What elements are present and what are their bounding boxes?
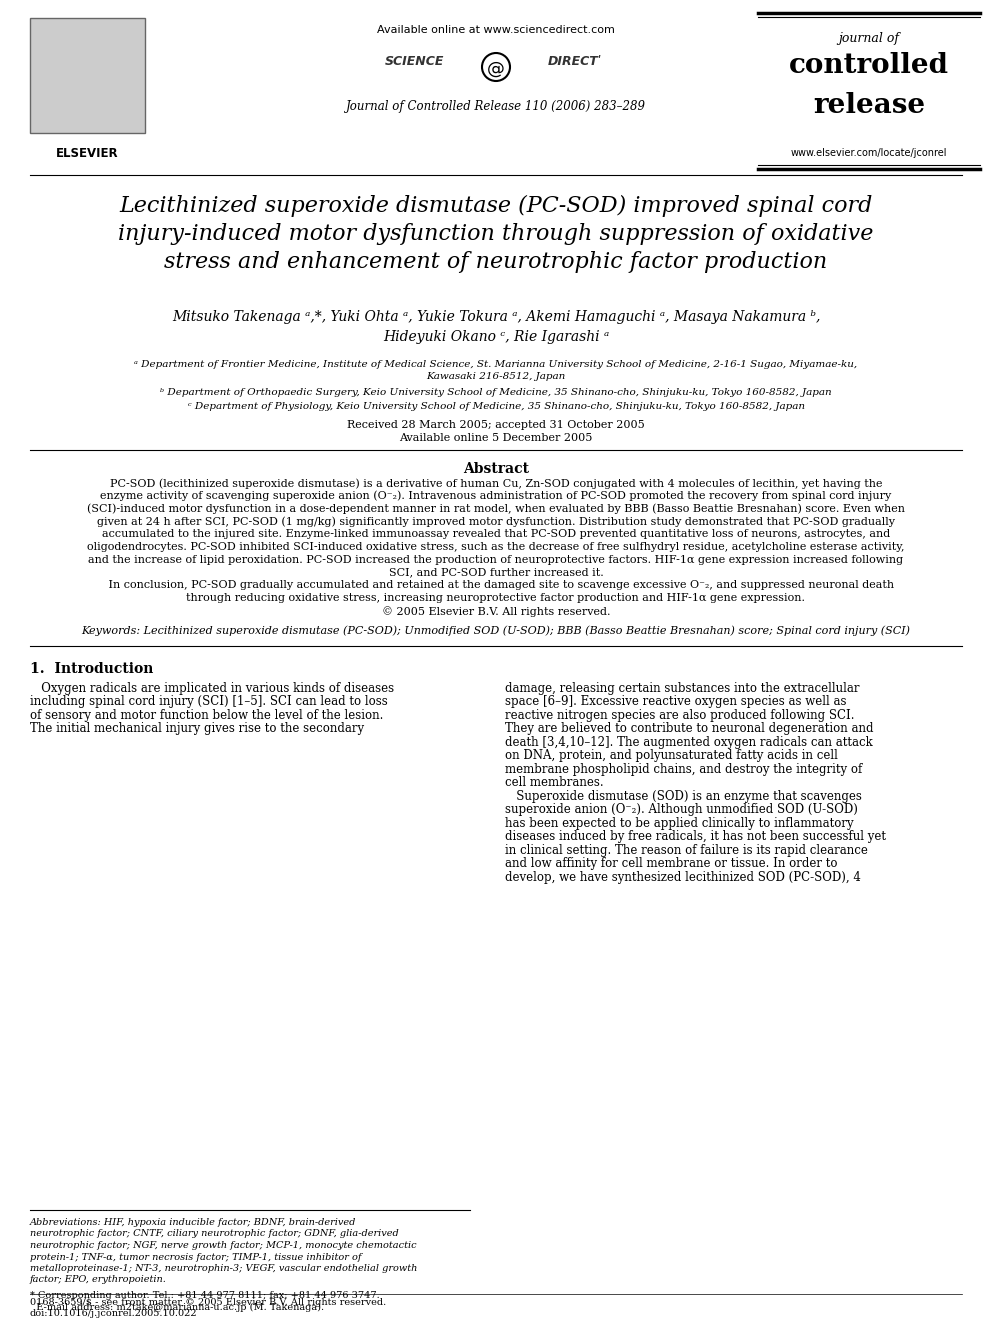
Text: death [3,4,10–12]. The augmented oxygen radicals can attack: death [3,4,10–12]. The augmented oxygen … xyxy=(505,736,873,749)
Text: Kawasaki 216-8512, Japan: Kawasaki 216-8512, Japan xyxy=(427,372,565,381)
Text: and the increase of lipid peroxidation. PC-SOD increased the production of neuro: and the increase of lipid peroxidation. … xyxy=(88,554,904,565)
Text: through reducing oxidative stress, increasing neuroprotective factor production : through reducing oxidative stress, incre… xyxy=(186,593,806,603)
Text: stress and enhancement of neurotrophic factor production: stress and enhancement of neurotrophic f… xyxy=(165,251,827,273)
FancyBboxPatch shape xyxy=(30,19,145,134)
Text: space [6–9]. Excessive reactive oxygen species as well as: space [6–9]. Excessive reactive oxygen s… xyxy=(505,696,846,708)
Text: damage, releasing certain substances into the extracellular: damage, releasing certain substances int… xyxy=(505,681,859,695)
Text: accumulated to the injured site. Enzyme-linked immunoassay revealed that PC-SOD : accumulated to the injured site. Enzyme-… xyxy=(102,529,890,540)
Text: membrane phospholipid chains, and destroy the integrity of: membrane phospholipid chains, and destro… xyxy=(505,763,862,775)
Text: www.elsevier.com/locate/jconrel: www.elsevier.com/locate/jconrel xyxy=(791,148,947,157)
Text: given at 24 h after SCI, PC-SOD (1 mg/kg) significantly improved motor dysfuncti: given at 24 h after SCI, PC-SOD (1 mg/kg… xyxy=(97,516,895,527)
Text: protein-1; TNF-α, tumor necrosis factor; TIMP-1, tissue inhibitor of: protein-1; TNF-α, tumor necrosis factor;… xyxy=(30,1253,361,1262)
Text: ELSEVIER: ELSEVIER xyxy=(56,147,118,160)
Text: In conclusion, PC-SOD gradually accumulated and retained at the damaged site to : In conclusion, PC-SOD gradually accumula… xyxy=(98,581,894,590)
Text: DIRECTʹ: DIRECTʹ xyxy=(548,56,602,67)
Text: Available online at www.sciencedirect.com: Available online at www.sciencedirect.co… xyxy=(377,25,615,34)
Text: including spinal cord injury (SCI) [1–5]. SCI can lead to loss: including spinal cord injury (SCI) [1–5]… xyxy=(30,696,388,708)
Text: reactive nitrogen species are also produced following SCI.: reactive nitrogen species are also produ… xyxy=(505,709,854,722)
Text: release: release xyxy=(812,93,926,119)
Text: has been expected to be applied clinically to inflammatory: has been expected to be applied clinical… xyxy=(505,816,854,830)
Text: enzyme activity of scavenging superoxide anion (O⁻₂). Intravenous administration: enzyme activity of scavenging superoxide… xyxy=(100,491,892,501)
Text: ᵃ Department of Frontier Medicine, Institute of Medical Science, St. Marianna Un: ᵃ Department of Frontier Medicine, Insti… xyxy=(135,360,857,369)
Text: The initial mechanical injury gives rise to the secondary: The initial mechanical injury gives rise… xyxy=(30,722,364,736)
Text: superoxide anion (O⁻₂). Although unmodified SOD (U-SOD): superoxide anion (O⁻₂). Although unmodif… xyxy=(505,803,858,816)
Text: PC-SOD (lecithinized superoxide dismutase) is a derivative of human Cu, Zn-SOD c: PC-SOD (lecithinized superoxide dismutas… xyxy=(110,478,882,488)
Text: neurotrophic factor; CNTF, ciliary neurotrophic factor; GDNF, glia-derived: neurotrophic factor; CNTF, ciliary neuro… xyxy=(30,1229,399,1238)
Text: @: @ xyxy=(487,60,505,78)
Text: They are believed to contribute to neuronal degeneration and: They are believed to contribute to neuro… xyxy=(505,722,874,736)
Text: journal of: journal of xyxy=(838,32,900,45)
Text: Keywords: Lecithinized superoxide dismutase (PC-SOD); Unmodified SOD (U-SOD); BB: Keywords: Lecithinized superoxide dismut… xyxy=(81,626,911,636)
Text: develop, we have synthesized lecithinized SOD (PC-SOD), 4: develop, we have synthesized lecithinize… xyxy=(505,871,861,884)
Text: * Corresponding author. Tel.: +81 44 977 8111; fax: +81 44 976 3747.: * Corresponding author. Tel.: +81 44 977… xyxy=(30,1291,380,1301)
Text: Journal of Controlled Release 110 (2006) 283–289: Journal of Controlled Release 110 (2006)… xyxy=(346,101,646,112)
Text: Superoxide dismutase (SOD) is an enzyme that scavenges: Superoxide dismutase (SOD) is an enzyme … xyxy=(505,790,862,803)
Text: SCI, and PC-SOD further increased it.: SCI, and PC-SOD further increased it. xyxy=(389,568,603,578)
Text: Abbreviations: HIF, hypoxia inducible factor; BDNF, brain-derived: Abbreviations: HIF, hypoxia inducible fa… xyxy=(30,1218,356,1226)
Text: doi:10.1016/j.jconrel.2005.10.022: doi:10.1016/j.jconrel.2005.10.022 xyxy=(30,1308,197,1318)
Text: neurotrophic factor; NGF, nerve growth factor; MCP-1, monocyte chemotactic: neurotrophic factor; NGF, nerve growth f… xyxy=(30,1241,417,1250)
Text: E-mail address: m2take@marianna-u.ac.jp (M. Takenaga).: E-mail address: m2take@marianna-u.ac.jp … xyxy=(30,1303,324,1311)
Text: Lecithinized superoxide dismutase (PC-SOD) improved spinal cord: Lecithinized superoxide dismutase (PC-SO… xyxy=(119,194,873,217)
Text: and low affinity for cell membrane or tissue. In order to: and low affinity for cell membrane or ti… xyxy=(505,857,837,871)
Text: factor; EPO, erythropoietin.: factor; EPO, erythropoietin. xyxy=(30,1275,167,1285)
Text: of sensory and motor function below the level of the lesion.: of sensory and motor function below the … xyxy=(30,709,383,722)
Text: (SCI)-induced motor dysfunction in a dose-dependent manner in rat model, when ev: (SCI)-induced motor dysfunction in a dos… xyxy=(87,504,905,515)
Text: ᵇ Department of Orthopaedic Surgery, Keio University School of Medicine, 35 Shin: ᵇ Department of Orthopaedic Surgery, Kei… xyxy=(160,388,832,397)
Text: Oxygen radicals are implicated in various kinds of diseases: Oxygen radicals are implicated in variou… xyxy=(30,681,394,695)
Text: Mitsuko Takenaga ᵃ,*, Yuki Ohta ᵃ, Yukie Tokura ᵃ, Akemi Hamaguchi ᵃ, Masaya Nak: Mitsuko Takenaga ᵃ,*, Yuki Ohta ᵃ, Yukie… xyxy=(172,310,820,324)
Text: metalloproteinase-1; NT-3, neurotrophin-3; VEGF, vascular endothelial growth: metalloproteinase-1; NT-3, neurotrophin-… xyxy=(30,1263,418,1273)
Text: injury-induced motor dysfunction through suppression of oxidative: injury-induced motor dysfunction through… xyxy=(118,224,874,245)
Text: Hideyuki Okano ᶜ, Rie Igarashi ᵃ: Hideyuki Okano ᶜ, Rie Igarashi ᵃ xyxy=(383,329,609,344)
Text: SCIENCE: SCIENCE xyxy=(385,56,444,67)
Text: on DNA, protein, and polyunsaturated fatty acids in cell: on DNA, protein, and polyunsaturated fat… xyxy=(505,749,838,762)
Text: 0168-3659/$ - see front matter © 2005 Elsevier B.V. All rights reserved.: 0168-3659/$ - see front matter © 2005 El… xyxy=(30,1298,386,1307)
Text: © 2005 Elsevier B.V. All rights reserved.: © 2005 Elsevier B.V. All rights reserved… xyxy=(382,606,610,617)
Text: controlled: controlled xyxy=(789,52,949,79)
Text: oligodendrocytes. PC-SOD inhibited SCI-induced oxidative stress, such as the dec: oligodendrocytes. PC-SOD inhibited SCI-i… xyxy=(87,542,905,552)
Text: ᶜ Department of Physiology, Keio University School of Medicine, 35 Shinano-cho, : ᶜ Department of Physiology, Keio Univers… xyxy=(187,402,805,411)
Text: diseases induced by free radicals, it has not been successful yet: diseases induced by free radicals, it ha… xyxy=(505,831,886,843)
Text: Received 28 March 2005; accepted 31 October 2005: Received 28 March 2005; accepted 31 Octo… xyxy=(347,419,645,430)
Text: 1.  Introduction: 1. Introduction xyxy=(30,662,154,676)
Text: cell membranes.: cell membranes. xyxy=(505,777,603,790)
Text: Available online 5 December 2005: Available online 5 December 2005 xyxy=(400,433,592,443)
Text: Abstract: Abstract xyxy=(463,462,529,476)
Text: in clinical setting. The reason of failure is its rapid clearance: in clinical setting. The reason of failu… xyxy=(505,844,868,857)
